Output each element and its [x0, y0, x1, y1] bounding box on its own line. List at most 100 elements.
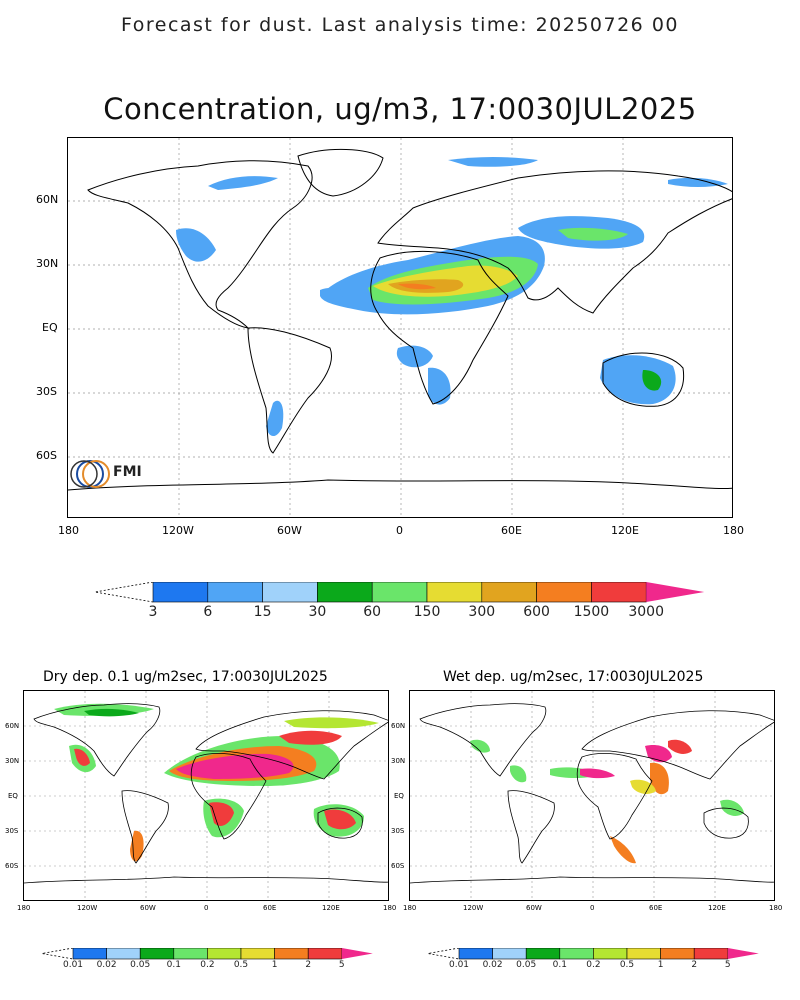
wet-lon-label: 60W: [526, 904, 542, 912]
dry-lon-label: 180: [17, 904, 31, 912]
colorbar-segment: [426, 582, 483, 603]
main-map-dust-fields: [176, 157, 728, 437]
main-concentration-map: FMI: [67, 137, 733, 518]
colorbar-tick-label: 5: [724, 960, 731, 970]
colorbar-segment: [207, 582, 263, 603]
colorbar-tick-label: 0.05: [130, 960, 151, 970]
main-map-coastlines: [68, 149, 732, 491]
wet-lon-label: 180: [403, 904, 417, 912]
wet-lat-label: 60S: [391, 862, 405, 870]
colorbar-tick-label: 3000: [628, 604, 665, 620]
colorbar-segment: [492, 948, 527, 960]
wet-lon-label: 120E: [708, 904, 726, 912]
main-lat-label: 60S: [36, 449, 57, 462]
colorbar-segment: [626, 948, 661, 960]
main-lon-label: 180: [723, 524, 744, 537]
main-colorbar: [95, 582, 705, 603]
colorbar-tick-label: 0.02: [96, 960, 117, 970]
colorbar-tick-label: 5: [338, 960, 345, 970]
colorbar-tick-label: 30: [308, 604, 327, 620]
colorbar-segment: [481, 582, 537, 603]
colorbar-left-extension: [42, 948, 74, 960]
wet-map-canvas: [410, 691, 774, 900]
colorbar-tick-label: 0.5: [233, 960, 249, 970]
dry-map-deposition-fields: [54, 703, 379, 862]
dry-lon-label: 60W: [140, 904, 156, 912]
colorbar-tick-label: 0.01: [448, 960, 470, 970]
main-map-canvas: [68, 138, 732, 517]
colorbar-segment: [152, 582, 209, 603]
colorbar-tick-label: 0.2: [586, 960, 601, 970]
colorbar-segment: [173, 948, 208, 960]
dry-colorbar: [42, 948, 373, 960]
colorbar-segment: [207, 948, 242, 960]
dry-map-canvas: [24, 691, 388, 900]
wet-lat-label: 30N: [391, 757, 406, 765]
colorbar-tick-label: 0.5: [619, 960, 635, 970]
wet-map-title: Wet dep. ug/m2sec, 17:0030JUL2025: [443, 669, 704, 685]
colorbar-tick-label: 3: [148, 604, 158, 620]
colorbar-segment: [458, 948, 493, 960]
main-map-gridlines: [68, 138, 732, 517]
colorbar-segment: [525, 948, 561, 960]
wet-lat-label: 30S: [391, 827, 405, 835]
colorbar-segment: [536, 582, 592, 603]
colorbar-tick-label: 300: [468, 604, 496, 620]
colorbar-segment: [139, 948, 175, 960]
main-lon-label: 60W: [277, 524, 302, 537]
colorbar-tick-label: 1: [657, 960, 664, 970]
colorbar-tick-label: 600: [523, 604, 550, 620]
wet-lon-label: 120W: [463, 904, 484, 912]
colorbar-segment: [72, 948, 107, 960]
colorbar-left-extension: [428, 948, 460, 960]
dry-lat-label: 60S: [5, 862, 19, 870]
main-lat-label: 60N: [36, 193, 59, 206]
colorbar-segment: [317, 582, 373, 603]
colorbar-segment: [593, 948, 628, 960]
colorbar-segment: [262, 582, 318, 603]
colorbar-tick-label: 6: [203, 604, 213, 620]
colorbar-tick-label: 0.1: [552, 960, 567, 970]
wet-lon-label: 60E: [649, 904, 663, 912]
wet-lat-label: 60N: [391, 722, 406, 730]
dry-map-title: Dry dep. 0.1 ug/m2sec, 17:0030JUL2025: [43, 669, 328, 685]
colorbar-tick-label: 0.01: [62, 960, 84, 970]
colorbar-segment: [660, 948, 695, 960]
main-map-title: Concentration, ug/m3, 17:0030JUL2025: [103, 92, 697, 126]
dry-lat-label: 30S: [5, 827, 19, 835]
main-lon-label: 60E: [501, 524, 522, 537]
colorbar-right-extension: [646, 582, 705, 602]
colorbar-tick-label: 1: [271, 960, 278, 970]
dry-lon-label: 0: [204, 904, 209, 912]
colorbar-segment: [307, 948, 343, 960]
colorbar-right-extension: [341, 948, 373, 959]
dry-lon-label: 120W: [77, 904, 98, 912]
main-lon-label: 120W: [162, 524, 194, 537]
colorbar-segment: [591, 582, 647, 603]
colorbar-segment: [693, 948, 729, 960]
dry-lat-label: 60N: [5, 722, 20, 730]
dry-lat-label: EQ: [8, 792, 18, 800]
colorbar-segment: [274, 948, 309, 960]
colorbar-tick-label: 2: [691, 960, 698, 970]
wet-colorbar: [428, 948, 759, 960]
wet-lon-label: 180: [769, 904, 783, 912]
colorbar-segment: [371, 582, 428, 603]
main-lat-label: 30N: [36, 257, 59, 270]
colorbar-tick-label: 2: [305, 960, 312, 970]
main-lon-label: 0: [396, 524, 403, 537]
fmi-logo: [70, 460, 110, 488]
forecast-header: Forecast for dust. Last analysis time: 2…: [120, 14, 679, 36]
main-lon-label: 180: [58, 524, 79, 537]
colorbar-tick-label: 1500: [573, 604, 610, 620]
colorbar-tick-label: 0.2: [200, 960, 215, 970]
colorbar-tick-label: 150: [413, 604, 441, 620]
colorbar-segment: [240, 948, 275, 960]
fmi-logo-text: FMI: [113, 464, 142, 480]
dry-lon-label: 120E: [322, 904, 340, 912]
wet-lon-label: 0: [590, 904, 595, 912]
colorbar-tick-label: 0.05: [516, 960, 537, 970]
main-lat-label: EQ: [42, 321, 58, 334]
colorbar-tick-label: 15: [253, 604, 272, 620]
wet-lat-label: EQ: [394, 792, 404, 800]
